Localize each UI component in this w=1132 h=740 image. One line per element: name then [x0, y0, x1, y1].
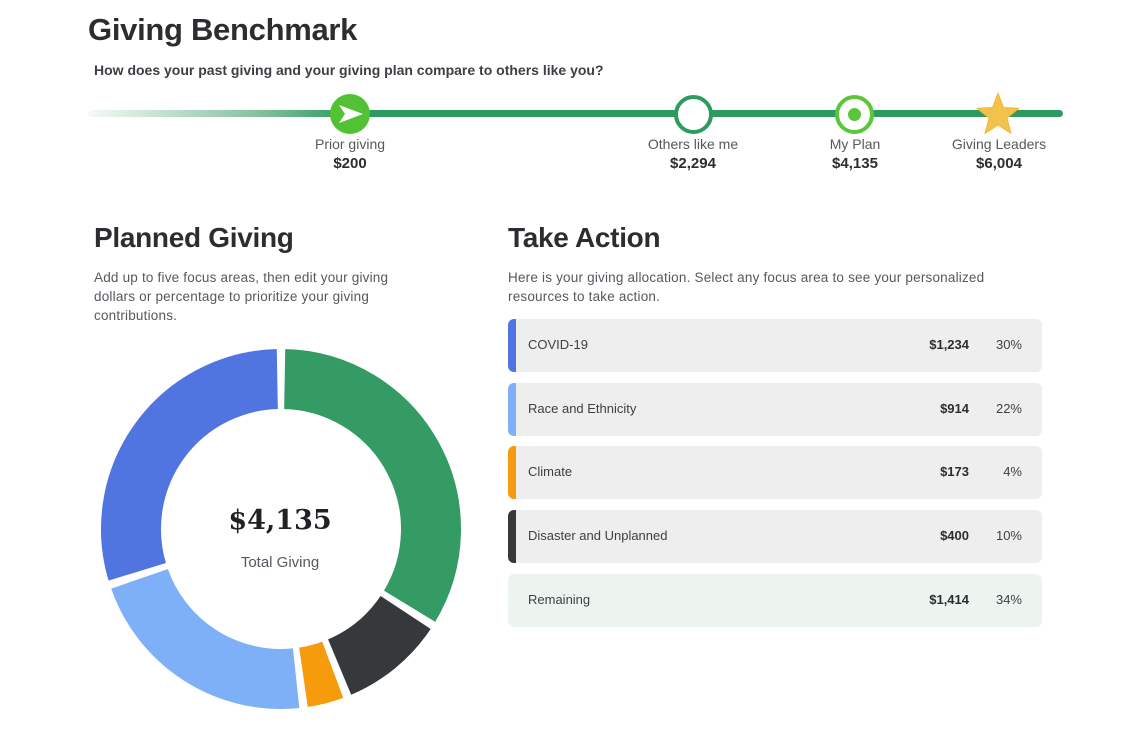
planned-giving-title: Planned Giving: [94, 222, 294, 253]
benchmark-label: Giving Leaders: [951, 136, 1047, 152]
donut-slice-race-and-ethnicity[interactable]: [108, 566, 302, 711]
description-line: contributions.: [94, 308, 178, 323]
take-action-description: Here is your giving allocation. Select a…: [508, 268, 984, 306]
allocation-name: Climate: [528, 464, 573, 479]
allocation-row-remaining[interactable]: Remaining $1,414 34%: [508, 574, 1042, 627]
benchmark-label: Prior giving: [314, 136, 386, 152]
allocation-row-disaster-and-unplanned[interactable]: Disaster and Unplanned $400 10%: [508, 510, 1042, 563]
star-icon: [976, 92, 1020, 134]
description-line: Add up to five focus areas, then edit yo…: [94, 270, 389, 285]
benchmark-prior-giving: Prior giving $200: [270, 136, 430, 172]
donut-slice-disaster-and-unplanned[interactable]: [325, 593, 434, 698]
allocation-row-climate[interactable]: Climate $173 4%: [508, 446, 1042, 499]
play-arrow-icon: [339, 105, 363, 123]
allocation-color-bar: [508, 446, 516, 499]
page-subtitle: How does your past giving and your givin…: [94, 62, 604, 78]
benchmark-label: My Plan: [829, 136, 881, 152]
allocation-amount: $173: [940, 464, 969, 479]
benchmark-value: $4,135: [832, 155, 878, 172]
total-giving-amount: $4,135: [228, 505, 332, 536]
others-like-me-marker-icon[interactable]: [674, 95, 713, 134]
allocation-percent: 34%: [995, 592, 1022, 607]
benchmark-my-plan: My Plan $4,135: [775, 136, 935, 172]
allocation-percent: 30%: [995, 337, 1022, 352]
planned-giving-description: Add up to five focus areas, then edit yo…: [94, 268, 388, 325]
allocation-amount: $400: [940, 528, 969, 543]
total-giving-label: Total Giving: [240, 554, 320, 571]
allocation-name: Remaining: [528, 592, 591, 607]
planned-giving-donut-chart: [99, 347, 463, 711]
allocation-percent: 4%: [1003, 464, 1022, 479]
donut-slice-remaining[interactable]: [282, 347, 463, 625]
description-line: dollars or percentage to prioritize your…: [94, 289, 370, 304]
benchmark-giving-leaders: Giving Leaders $6,004: [919, 136, 1079, 172]
allocation-row-race-and-ethnicity[interactable]: Race and Ethnicity $914 22%: [508, 383, 1042, 436]
my-plan-marker-icon[interactable]: [835, 95, 874, 134]
allocation-color-bar: [508, 510, 516, 563]
benchmark-others-like-me: Others like me $2,294: [613, 136, 773, 172]
allocation-name: COVID-19: [528, 337, 588, 352]
benchmark-value: $6,004: [976, 155, 1022, 172]
allocation-color-bar: [508, 319, 516, 372]
allocation-color-bar: [508, 383, 516, 436]
donut-slice-climate[interactable]: [297, 639, 346, 710]
description-line: Here is your giving allocation. Select a…: [508, 270, 985, 285]
allocation-amount: $1,414: [929, 592, 969, 607]
benchmark-track: [88, 110, 1063, 117]
target-dot-icon: [848, 108, 861, 121]
benchmark-label: Others like me: [647, 136, 739, 152]
prior-giving-marker-icon[interactable]: [330, 94, 370, 134]
allocation-name: Disaster and Unplanned: [528, 528, 668, 543]
allocation-amount: $914: [940, 401, 969, 416]
page-title: Giving Benchmark: [88, 12, 358, 47]
giving-leaders-star-icon[interactable]: [975, 92, 1021, 141]
allocation-amount: $1,234: [929, 337, 969, 352]
benchmark-value: $2,294: [670, 155, 716, 172]
donut-slice-covid-19[interactable]: [99, 347, 280, 583]
allocation-percent: 22%: [995, 401, 1022, 416]
take-action-title: Take Action: [508, 222, 661, 253]
allocation-row-covid-19[interactable]: COVID-19 $1,234 30%: [508, 319, 1042, 372]
benchmark-value: $200: [333, 155, 367, 172]
allocation-percent: 10%: [995, 528, 1022, 543]
allocation-name: Race and Ethnicity: [528, 401, 637, 416]
description-line: resources to take action.: [508, 289, 661, 304]
